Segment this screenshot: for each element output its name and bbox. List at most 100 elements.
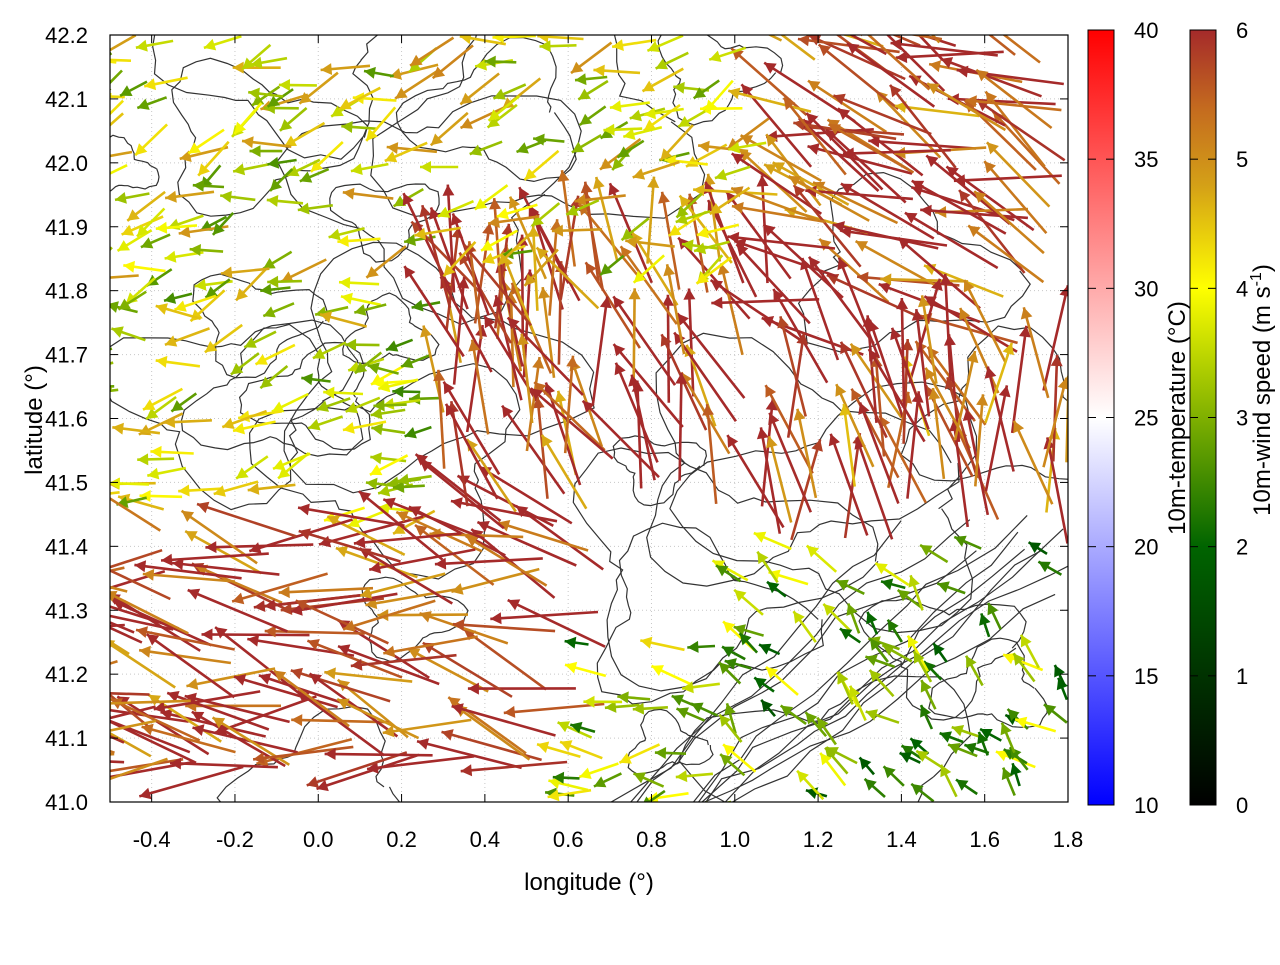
wind-vector [489, 96, 519, 121]
wind-vector-shaft [711, 299, 819, 303]
wind-vector-shaft [279, 588, 373, 592]
wind-vector-head [87, 53, 98, 65]
wind-vector-head [383, 646, 395, 658]
wind-vector-head [968, 226, 980, 237]
wind-vector-shaft [448, 185, 454, 293]
wind-vector-shaft [307, 752, 407, 785]
wind-vector [652, 665, 690, 684]
wind-vector-shaft [16, 757, 124, 762]
colorbar-tick-label: 10 [1134, 793, 1158, 818]
wind-vector-head [415, 525, 427, 537]
wind-vector-head [956, 780, 969, 791]
wind-vector-head [156, 303, 168, 315]
wind-vector [797, 771, 823, 800]
wind-vector [410, 38, 453, 66]
wind-vector [341, 293, 381, 305]
wind-vector [204, 36, 242, 50]
wind-vector [308, 417, 342, 431]
wind-vector [337, 699, 418, 739]
wind-vector-head [279, 79, 290, 91]
wind-vector-shaft [85, 390, 118, 394]
wind-vector-head [171, 400, 184, 411]
wind-vector [141, 235, 170, 249]
wind-vector-head [161, 554, 172, 566]
wind-vector-shaft [868, 15, 945, 91]
wind-vector [911, 784, 933, 802]
wind-vector-head [233, 163, 245, 175]
wind-vector-shaft [93, 35, 136, 60]
wind-vector-head [354, 304, 366, 316]
wind-vector [156, 303, 201, 319]
wind-vector-shaft [616, 363, 658, 463]
wind-vector-head [29, 581, 41, 593]
x-tick-label: 0.4 [470, 827, 501, 852]
wind-vector-head [233, 423, 245, 435]
wind-vector [988, 603, 1001, 629]
wind-vector [144, 78, 187, 90]
wind-vector-shaft [423, 643, 512, 697]
wind-vector [880, 416, 926, 503]
wind-vector-head [453, 619, 464, 631]
wind-vector [572, 135, 601, 152]
y-tick-label: 41.5 [45, 470, 88, 495]
wind-vector-head [490, 612, 501, 624]
wind-vector [979, 613, 990, 637]
wind-vector-head [683, 289, 695, 300]
wind-vector [87, 53, 131, 65]
wind-vector [220, 191, 255, 203]
wind-vector-shaft [17, 625, 125, 632]
wind-vector [85, 387, 118, 399]
wind-vector-shaft [1047, 437, 1067, 543]
wind-vector-shaft [90, 165, 127, 183]
wind-vector-head [321, 63, 333, 75]
wind-vector [136, 40, 173, 52]
wind-vector-head [999, 385, 1011, 397]
wind-vector-head [92, 120, 104, 132]
wind-vector [135, 124, 167, 155]
wind-vector [139, 767, 243, 799]
wind-vector-head [460, 32, 472, 44]
wind-vector-shaft [902, 298, 904, 406]
wind-vector [715, 167, 750, 181]
colorbar-tick-label: 40 [1134, 18, 1158, 43]
wind-vector-shaft [641, 791, 665, 808]
wind-vector [147, 468, 186, 480]
x-tick-label: 1.6 [969, 827, 1000, 852]
wind-vector [366, 246, 406, 278]
colorbar-tick-label: 0 [1236, 793, 1248, 818]
wind-vector-shaft [880, 416, 926, 503]
wind-vector-head [976, 394, 988, 406]
wind-vector [794, 409, 816, 498]
wind-vector [109, 478, 149, 490]
wind-vector-head [178, 485, 189, 497]
wind-vector-shaft [945, 274, 950, 382]
wind-vector-head [792, 2, 805, 13]
wind-vector [76, 593, 179, 628]
wind-vector-shaft [417, 741, 522, 768]
wind-vector [140, 490, 183, 502]
wind-vector [759, 644, 780, 655]
wind-vector [442, 729, 542, 760]
y-tick-label: 42.0 [45, 151, 88, 176]
wind-vector [558, 170, 575, 266]
wind-vector-shaft [637, 381, 641, 489]
wind-vector [178, 485, 223, 497]
wind-vector-shaft [634, 288, 635, 378]
wind-vector-head [937, 0, 949, 4]
wind-vector-shaft [698, 802, 732, 809]
colorbar-tick-label: 15 [1134, 664, 1158, 689]
wind-vector-head [136, 40, 148, 52]
wind-vector-shaft [508, 600, 605, 647]
wind-vector-shaft [89, 276, 139, 280]
wind-vector [420, 161, 458, 173]
wind-vector [360, 574, 445, 599]
wind-vector-head [89, 272, 100, 284]
y-tick-label: 41.6 [45, 407, 88, 432]
wind-vector-head [451, 497, 463, 509]
wind-vector-head [21, 753, 32, 765]
wind-vector-head [267, 195, 279, 207]
wind-vector-shaft [801, 21, 883, 46]
wind-vector-head [676, 770, 688, 782]
wind-vector-head [757, 427, 769, 439]
wind-vector-head [629, 288, 641, 299]
